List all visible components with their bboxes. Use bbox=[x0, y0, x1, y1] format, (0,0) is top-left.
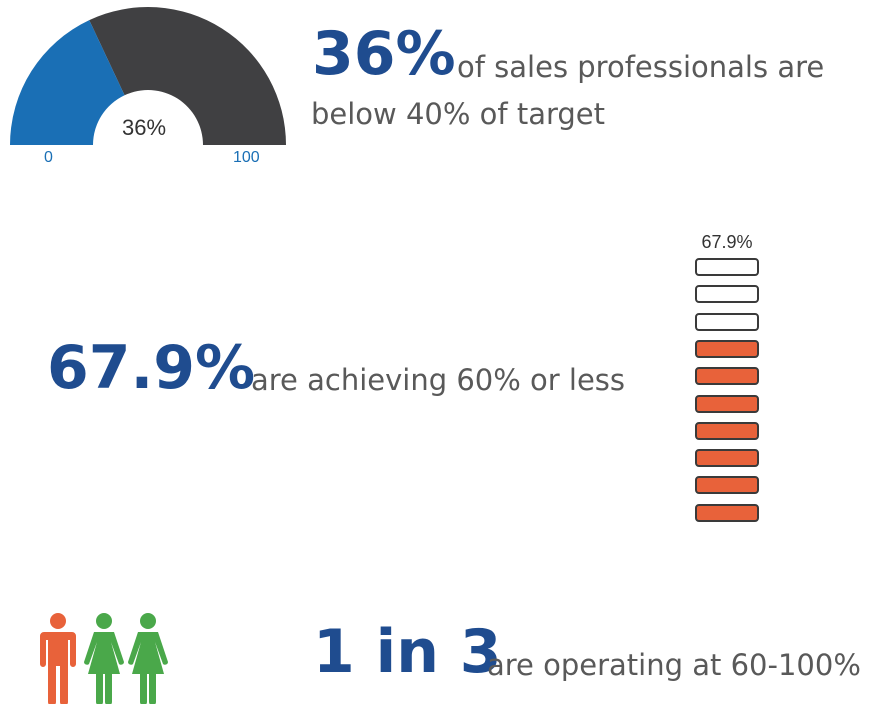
stat2-text: are achieving 60% or less bbox=[251, 363, 626, 397]
stat1-text-line1: of sales professionals are bbox=[457, 50, 825, 84]
woman-icon bbox=[128, 613, 168, 704]
gauge-remaining-arc bbox=[89, 7, 286, 146]
man-icon bbox=[40, 613, 76, 704]
gauge-center-label: 36% bbox=[122, 115, 167, 140]
meter-segment bbox=[695, 476, 759, 495]
meter-segment bbox=[695, 312, 759, 331]
stat1-big-number: 36% bbox=[312, 19, 456, 89]
meter-segment bbox=[695, 367, 759, 386]
meter-segment bbox=[695, 258, 759, 276]
meter-segment bbox=[695, 421, 759, 440]
meter-segment bbox=[695, 339, 759, 358]
meter-label: 67.9% bbox=[701, 232, 753, 252]
gauge-max-label: 100 bbox=[233, 149, 260, 166]
meter-segment bbox=[695, 394, 759, 413]
gauge-min-label: 0 bbox=[44, 149, 53, 166]
stat2-big-number: 67.9% bbox=[47, 333, 256, 403]
stat3-big-number: 1 in 3 bbox=[313, 617, 502, 687]
stat1-text-line2: below 40% of target bbox=[311, 97, 606, 131]
gauge-filled-arc bbox=[10, 20, 125, 146]
people-figures bbox=[38, 612, 178, 707]
meter-segment bbox=[695, 285, 759, 304]
meter-segment bbox=[695, 449, 759, 468]
stat3-text: are operating at 60-100% bbox=[487, 648, 861, 682]
woman-icon bbox=[84, 613, 124, 704]
meter-segment bbox=[695, 503, 759, 522]
gauge-chart: 36% 0 100 bbox=[0, 0, 300, 175]
gauge-svg bbox=[10, 7, 286, 146]
